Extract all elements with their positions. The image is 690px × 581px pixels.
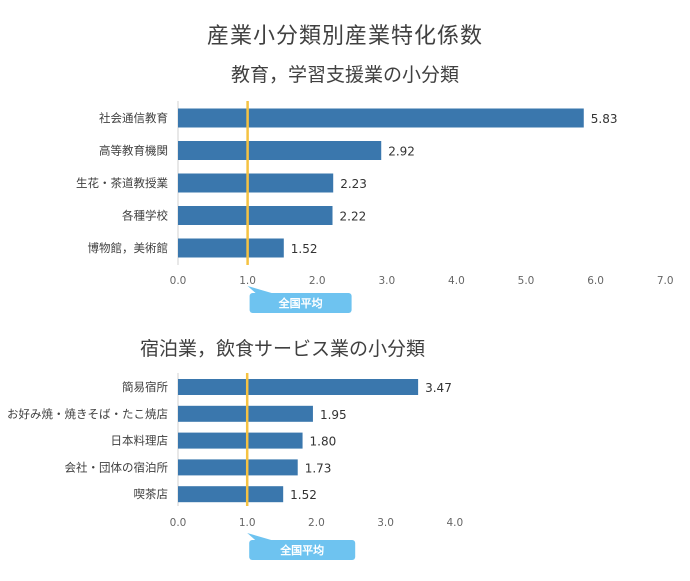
value-label: 2.92 bbox=[388, 145, 415, 159]
category-label: 簡易宿所 bbox=[122, 380, 168, 394]
average-badge-pointer bbox=[247, 286, 272, 293]
x-tick-label: 3.0 bbox=[378, 275, 395, 287]
page-title: 産業小分類別産業特化係数 bbox=[206, 24, 483, 49]
average-badge bbox=[249, 540, 356, 560]
bar bbox=[178, 459, 298, 476]
category-label: 博物館，美術館 bbox=[88, 241, 169, 255]
x-tick-label: 6.0 bbox=[587, 275, 604, 287]
x-tick-label: 1.0 bbox=[239, 275, 256, 287]
category-label: 日本料理店 bbox=[111, 434, 169, 448]
x-tick-label: 3.0 bbox=[377, 517, 394, 529]
chart-1-title: 教育，学習支援業の小分類 bbox=[230, 64, 459, 86]
average-badge-label: 全国平均 bbox=[279, 543, 324, 557]
bar bbox=[178, 486, 284, 503]
chart-1: 社会通信教育 5.83 高等教育機関 2.92 生花・茶道教授業 2.23 各種学校 2.22… bbox=[76, 101, 674, 313]
x-tick-label: 5.0 bbox=[518, 275, 535, 287]
bar bbox=[178, 405, 313, 422]
category-label: お好み焼・焼きそば・たこ焼店 bbox=[7, 407, 168, 421]
x-tick-label: 2.0 bbox=[308, 517, 325, 529]
bar bbox=[178, 173, 334, 193]
x-tick-label: 4.0 bbox=[446, 517, 463, 529]
value-label: 1.80 bbox=[310, 435, 337, 449]
value-label: 3.47 bbox=[425, 381, 452, 395]
average-badge-pointer bbox=[247, 533, 272, 540]
category-label: 生花・茶道教授業 bbox=[76, 176, 168, 190]
value-label: 2.22 bbox=[340, 210, 367, 224]
category-label: 各種学校 bbox=[122, 209, 168, 223]
value-label: 1.52 bbox=[290, 488, 317, 502]
x-tick-label: 7.0 bbox=[657, 275, 674, 287]
category-label: 社会通信教育 bbox=[99, 111, 168, 125]
value-label: 1.52 bbox=[291, 242, 318, 256]
x-tick-label: 1.0 bbox=[239, 517, 256, 529]
x-tick-label: 2.0 bbox=[309, 275, 326, 287]
bar bbox=[178, 432, 303, 449]
bar bbox=[178, 108, 584, 128]
x-tick-label: 4.0 bbox=[448, 275, 465, 287]
average-badge bbox=[249, 293, 352, 313]
value-label: 1.73 bbox=[305, 461, 332, 475]
x-tick-label: 0.0 bbox=[170, 275, 187, 287]
value-label: 2.23 bbox=[340, 177, 367, 191]
x-tick-label: 0.0 bbox=[170, 517, 187, 529]
category-label: 高等教育機関 bbox=[99, 144, 168, 158]
bar bbox=[178, 238, 284, 258]
chart-2-title: 宿泊業，飲食サービス業の小分類 bbox=[140, 338, 426, 360]
category-label: 会社・団体の宿泊所 bbox=[65, 460, 169, 474]
average-badge-label: 全国平均 bbox=[278, 296, 323, 310]
bar bbox=[178, 141, 382, 160]
value-label: 5.83 bbox=[591, 112, 618, 126]
value-label: 1.95 bbox=[320, 408, 347, 422]
category-label: 喫茶店 bbox=[134, 487, 169, 501]
bar bbox=[178, 206, 333, 225]
bar bbox=[178, 379, 419, 395]
